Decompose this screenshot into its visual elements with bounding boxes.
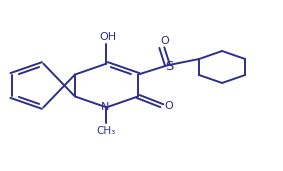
Text: CH₃: CH₃ (97, 126, 116, 136)
Text: OH: OH (99, 32, 116, 42)
Text: O: O (164, 101, 173, 111)
Text: O: O (160, 36, 169, 46)
Text: S: S (165, 60, 173, 73)
Text: N: N (101, 102, 109, 112)
